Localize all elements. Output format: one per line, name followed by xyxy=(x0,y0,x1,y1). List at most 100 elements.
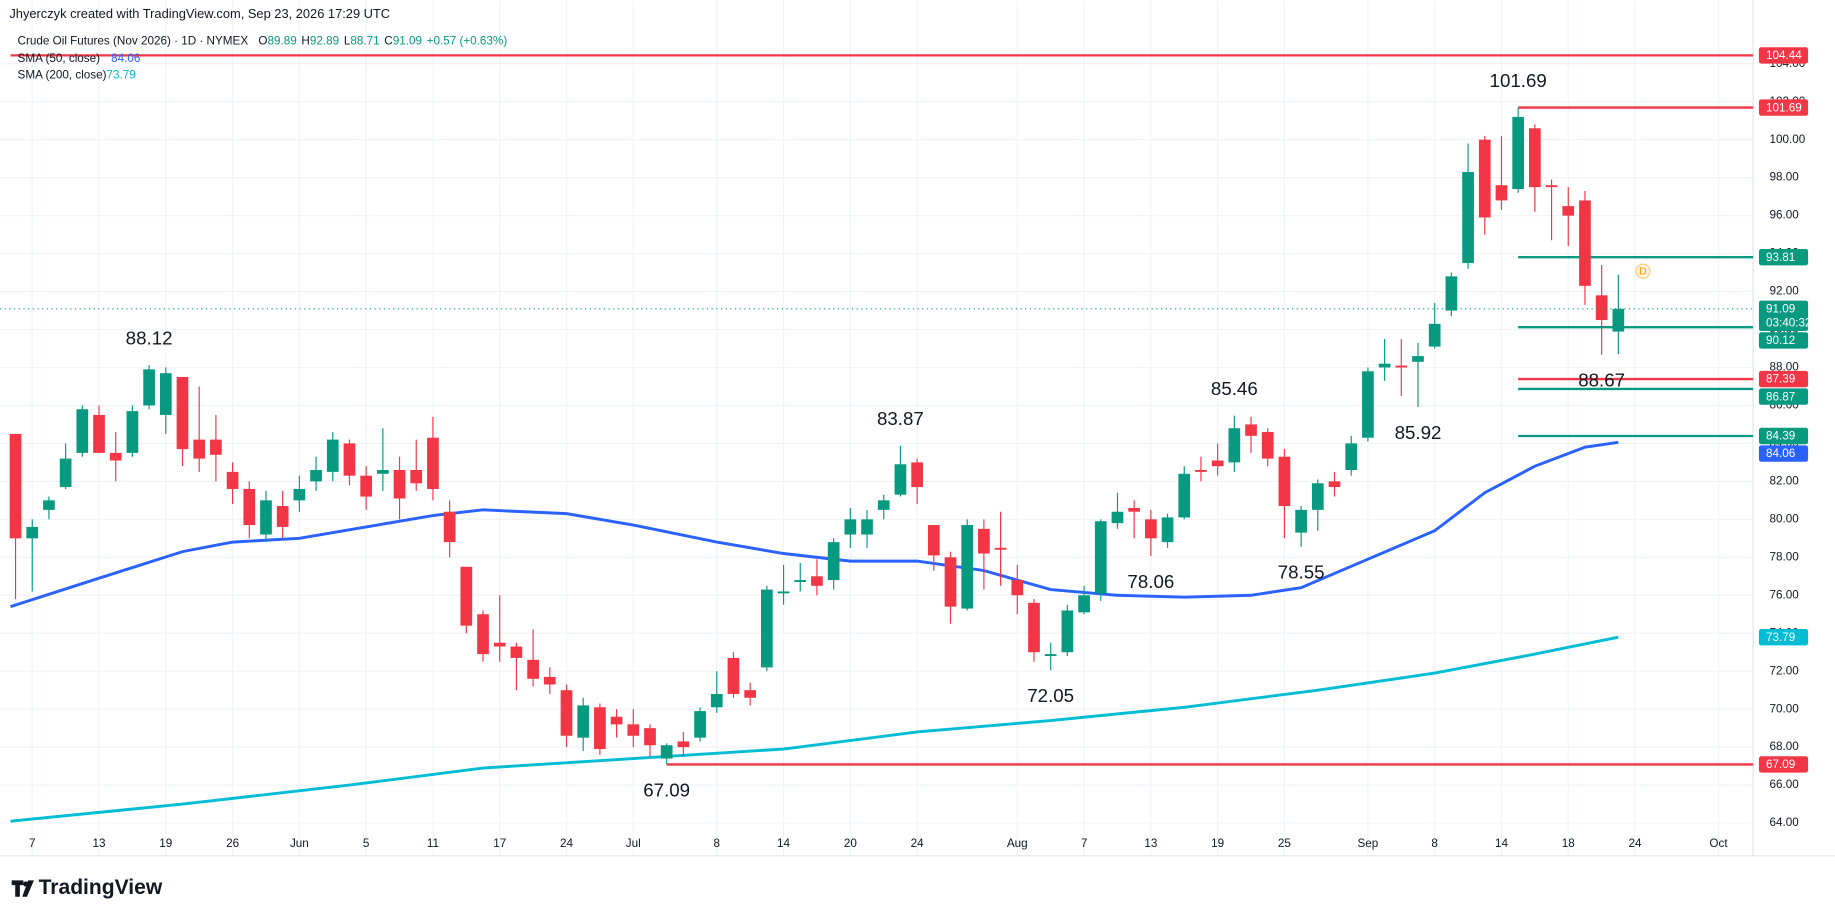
candle-body xyxy=(493,642,506,647)
candle-body xyxy=(644,728,656,746)
candle-body xyxy=(1044,654,1057,657)
price-tag-label: 84.06 xyxy=(1766,447,1795,460)
candle-body xyxy=(978,528,990,554)
candle-body xyxy=(1345,443,1358,470)
candle-body xyxy=(477,614,489,655)
candle-body xyxy=(1395,365,1408,368)
sma-legend-name: SMA (200, close) xyxy=(18,68,107,81)
x-tick-label: 8 xyxy=(714,837,721,850)
candle-body xyxy=(93,414,105,453)
candle-body xyxy=(176,376,189,450)
candle-body xyxy=(1445,276,1458,311)
candle-body xyxy=(1428,323,1441,347)
candle-body xyxy=(794,580,807,582)
candle-body xyxy=(193,439,206,459)
candle-body xyxy=(660,745,673,759)
x-tick-label: Oct xyxy=(1709,837,1728,850)
x-tick-label: 18 xyxy=(1562,837,1575,850)
candle-body xyxy=(710,693,723,708)
candle-body xyxy=(1295,509,1307,533)
candle-body xyxy=(811,576,823,586)
candle-body xyxy=(744,690,757,698)
change: +0.57 (+0.63%) xyxy=(427,34,508,47)
candle-body xyxy=(159,373,172,415)
price-annotation: 78.06 xyxy=(1127,571,1174,592)
x-tick-label: 8 xyxy=(1431,837,1438,850)
candle-body xyxy=(1261,432,1274,459)
candle-body xyxy=(777,591,790,594)
price-tag-label: 90.12 xyxy=(1766,334,1795,347)
candle-body xyxy=(1128,507,1141,512)
candle-body xyxy=(627,724,640,736)
symbol-legend: Crude Oil Futures (Nov 2026) · 1D · NYME… xyxy=(18,34,508,47)
x-tick-label: 14 xyxy=(1495,837,1509,850)
price-tag xyxy=(1758,47,1809,64)
candle-body xyxy=(1311,483,1324,510)
price-annotation: 101.69 xyxy=(1490,70,1547,91)
candle-body xyxy=(1462,171,1474,264)
ohlc-value: 92.89 xyxy=(310,34,339,47)
ohlc-prefix: H xyxy=(301,34,309,47)
candle-body xyxy=(1478,139,1491,218)
y-tick-label: 76.00 xyxy=(1769,588,1799,601)
candle-body xyxy=(761,589,773,668)
price-tag xyxy=(1758,370,1809,388)
candle-body xyxy=(1078,595,1090,613)
y-tick-label: 80.00 xyxy=(1769,512,1799,525)
candle-body xyxy=(1161,517,1174,543)
y-tick-label: 66.00 xyxy=(1769,778,1799,791)
price-annotation: 67.09 xyxy=(643,779,690,800)
x-tick-label: 7 xyxy=(1081,837,1088,850)
x-tick-label: Sep xyxy=(1358,837,1379,850)
price-tag xyxy=(1758,248,1809,266)
x-tick-label: 24 xyxy=(911,837,925,850)
candle-body xyxy=(1512,116,1525,190)
x-tick-label: 25 xyxy=(1278,837,1291,850)
x-tick-label: 13 xyxy=(1144,837,1157,850)
candle-body xyxy=(510,646,523,658)
candle-body xyxy=(1111,511,1124,524)
price-tag xyxy=(1758,629,1809,646)
candle-body xyxy=(610,716,623,725)
x-tick-label: 20 xyxy=(844,837,858,850)
candle-body xyxy=(1178,473,1191,518)
ohlc-value: 91.09 xyxy=(393,34,422,47)
ohlc-value: 89.89 xyxy=(267,34,296,47)
candle-body xyxy=(460,566,473,626)
event-marker-text: D xyxy=(1639,265,1647,277)
candle-body xyxy=(1278,456,1291,507)
candle-body xyxy=(143,369,155,406)
y-tick-label: 96.00 xyxy=(1769,209,1799,222)
x-tick-label: 19 xyxy=(159,837,172,850)
sma-legend-value: 73.79 xyxy=(106,68,135,81)
candle-body xyxy=(1595,295,1608,321)
price-annotation: 88.67 xyxy=(1578,370,1625,391)
price-tag-label: 104.44 xyxy=(1766,49,1802,62)
y-tick-label: 92.00 xyxy=(1769,285,1799,298)
candle-body xyxy=(877,500,890,510)
candle-body xyxy=(427,437,439,489)
event-marker xyxy=(1635,263,1651,279)
x-tick-label: 13 xyxy=(93,837,106,850)
x-tick-label: 17 xyxy=(493,837,506,850)
y-tick-label: 72.00 xyxy=(1769,664,1799,677)
candle-body xyxy=(594,707,606,750)
candle-body xyxy=(1211,460,1224,467)
price-tag xyxy=(1758,756,1809,773)
logo-dot xyxy=(23,881,29,887)
price-annotation: 83.87 xyxy=(877,408,924,429)
price-annotation: 72.05 xyxy=(1027,685,1074,706)
candle-body xyxy=(376,469,389,474)
logo: TradingView xyxy=(11,876,163,899)
logo-icon xyxy=(11,880,34,897)
candle-body xyxy=(560,690,573,736)
x-tick-label: 24 xyxy=(1629,837,1642,850)
candle-body xyxy=(1328,481,1341,488)
candle-body xyxy=(26,526,39,539)
x-tick-label: 7 xyxy=(29,837,36,850)
ohlc-prefix: O xyxy=(258,34,267,47)
x-tick-label: Jun xyxy=(290,837,309,850)
price-tag xyxy=(1758,300,1809,332)
x-tick-label: 14 xyxy=(777,837,791,850)
